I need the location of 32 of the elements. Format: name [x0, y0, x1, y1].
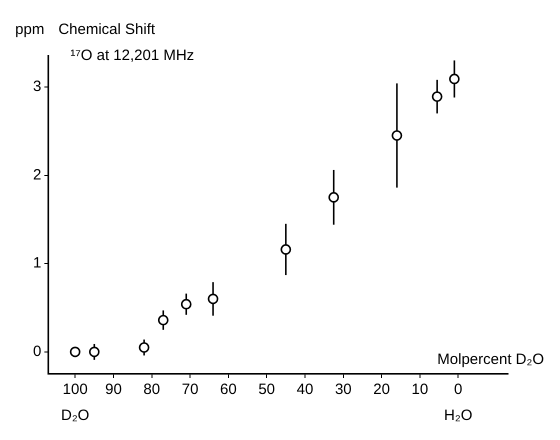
point: [432, 91, 442, 102]
point: [280, 244, 292, 255]
y-tick-label: 2: [33, 166, 42, 184]
x-tick-label: 50: [258, 381, 276, 398]
y-tick-label: 1: [33, 254, 42, 272]
y-tick-label: 0: [33, 343, 42, 360]
text: D₂O: [60, 407, 90, 424]
y-tick-label: 3: [33, 78, 42, 96]
point: [138, 342, 150, 353]
x-tick-label: 40: [296, 381, 314, 398]
x-tick-label: 70: [182, 381, 198, 398]
y-axis-title: ppm: [15, 21, 44, 38]
point: [449, 74, 460, 84]
x-tick-label: 20: [373, 381, 390, 398]
point: [180, 298, 192, 310]
point: [70, 346, 80, 358]
point: [158, 314, 169, 326]
point: [328, 192, 340, 203]
x-tick-label: 90: [105, 381, 122, 398]
point: [89, 346, 100, 358]
x-axis-title: Molpercent D₂O: [437, 351, 544, 368]
x-tick-label: 80: [143, 381, 160, 398]
chart-subtitle: ¹⁷O at 12,201 MHz: [70, 47, 194, 64]
x-tick-label: 60: [220, 381, 237, 398]
point: [392, 130, 402, 141]
x-tick-label: 10: [412, 381, 428, 398]
chart-title: Chemical Shift: [58, 21, 156, 38]
x-tick-label: 0: [454, 381, 462, 398]
x-tick-label: 100: [62, 381, 88, 398]
point: [208, 294, 218, 304]
x-tick-label: 30: [334, 381, 352, 398]
text: H₂O: [444, 407, 472, 424]
